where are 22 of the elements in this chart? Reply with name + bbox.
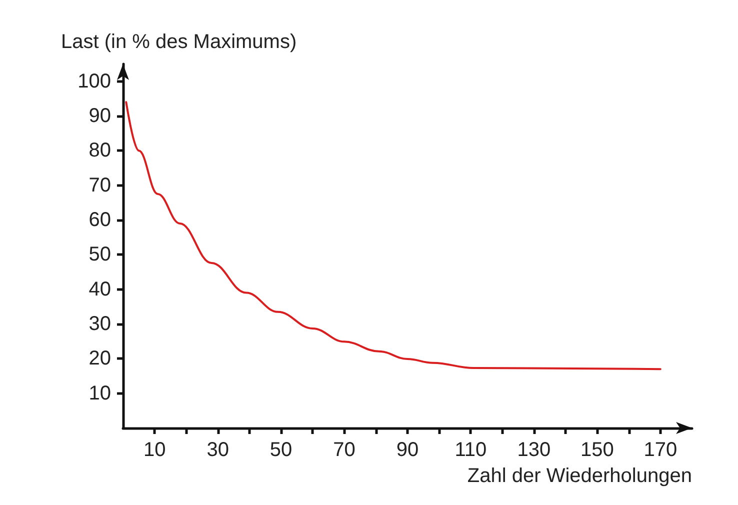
y-tick-label: 100 bbox=[78, 70, 111, 92]
x-tick-label: 150 bbox=[580, 439, 614, 461]
x-tick-label: 10 bbox=[143, 439, 166, 461]
y-tick-label: 50 bbox=[88, 244, 111, 266]
y-axis-title: Last (in % des Maximums) bbox=[61, 31, 297, 53]
y-tick-label: 20 bbox=[88, 348, 111, 370]
x-tick-label: 70 bbox=[333, 439, 356, 461]
y-tick-label: 40 bbox=[88, 278, 111, 300]
y-tick-label: 70 bbox=[88, 174, 111, 196]
x-axis-title: Zahl der Wiederholungen bbox=[467, 465, 692, 487]
x-tick-label: 110 bbox=[454, 439, 487, 461]
x-tick-label: 90 bbox=[396, 439, 419, 461]
y-tick-label: 90 bbox=[88, 105, 111, 127]
y-tick-label: 80 bbox=[88, 140, 111, 162]
y-tick-label: 30 bbox=[88, 313, 111, 335]
y-tick-label: 60 bbox=[88, 209, 111, 231]
line-series bbox=[125, 101, 662, 370]
x-tick-label: 50 bbox=[270, 439, 292, 461]
x-tick-label: 170 bbox=[644, 439, 678, 461]
x-tick-label: 130 bbox=[517, 439, 551, 461]
x-tick-label: 30 bbox=[206, 439, 229, 461]
y-tick-label: 10 bbox=[88, 382, 111, 404]
